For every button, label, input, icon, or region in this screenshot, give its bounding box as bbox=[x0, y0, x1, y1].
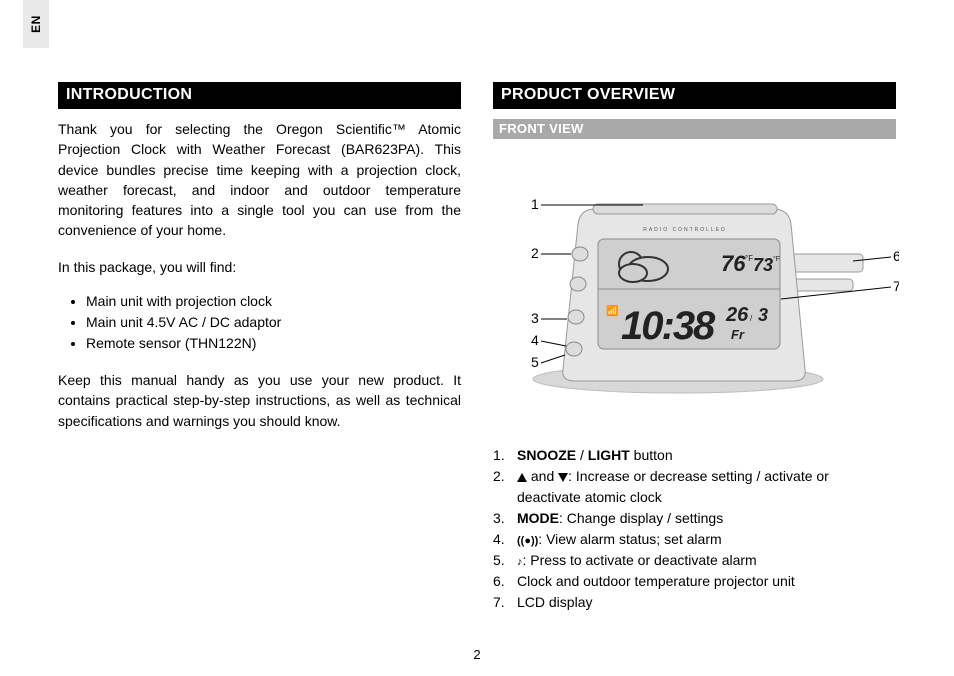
callout-label: 4 bbox=[531, 332, 539, 348]
item-text: and : Increase or decrease setting / act… bbox=[517, 466, 896, 508]
side-button bbox=[566, 342, 582, 356]
list-item: Remote sensor (THN122N) bbox=[86, 333, 461, 354]
overview-header: PRODUCT OVERVIEW bbox=[493, 82, 896, 109]
temp-unit-icon: °F bbox=[773, 255, 780, 263]
item-text: Clock and outdoor temperature projector … bbox=[517, 571, 896, 592]
list-item: 3. MODE: Change display / settings bbox=[493, 508, 896, 529]
side-button bbox=[568, 310, 584, 324]
callout-label: 1 bbox=[531, 196, 539, 212]
product-diagram-svg: RADIO CONTROLLED 76 °F 73 °F 📶 bbox=[493, 149, 899, 439]
package-contents-list: Main unit with projection clock Main uni… bbox=[86, 291, 461, 354]
list-item: 5. ♪: Press to activate or deactivate al… bbox=[493, 550, 896, 571]
intro-header: INTRODUCTION bbox=[58, 82, 461, 109]
side-button bbox=[572, 247, 588, 261]
triangle-up-icon bbox=[517, 473, 527, 482]
list-item: 7. LCD display bbox=[493, 592, 896, 613]
lcd-time: 10:38 bbox=[621, 304, 716, 348]
right-column: PRODUCT OVERVIEW FRONT VIEW RADIO CONTRO… bbox=[493, 82, 896, 646]
front-view-subheader: FRONT VIEW bbox=[493, 119, 896, 139]
item-text: LCD display bbox=[517, 592, 896, 613]
lcd-day: Fr bbox=[731, 327, 745, 342]
item-text: ((●)): View alarm status; set alarm bbox=[517, 529, 896, 550]
side-button bbox=[570, 277, 586, 291]
list-item: 6. Clock and outdoor temperature project… bbox=[493, 571, 896, 592]
page-number: 2 bbox=[0, 647, 954, 662]
language-label: EN bbox=[29, 15, 43, 33]
lcd-date: 26 bbox=[725, 304, 749, 326]
item-number: 5. bbox=[493, 550, 517, 571]
lcd-temp-indoor: 76 bbox=[721, 251, 746, 276]
intro-paragraph-3: Keep this manual handy as you use your n… bbox=[58, 370, 461, 431]
callout-label: 5 bbox=[531, 354, 539, 370]
lcd-temp-outdoor: 73 bbox=[753, 255, 773, 275]
item-number: 4. bbox=[493, 529, 517, 550]
item-number: 7. bbox=[493, 592, 517, 613]
item-number: 6. bbox=[493, 571, 517, 592]
list-item: 2. and : Increase or decrease setting / … bbox=[493, 466, 896, 508]
list-item: 4. ((●)): View alarm status; set alarm bbox=[493, 529, 896, 550]
signal-icon: 📶 bbox=[606, 304, 618, 317]
callout-label: 3 bbox=[531, 310, 539, 326]
item-text: ♪: Press to activate or deactivate alarm bbox=[517, 550, 896, 571]
callout-label: 2 bbox=[531, 245, 539, 261]
callout-label: 6 bbox=[893, 248, 899, 264]
temp-unit-icon: °F bbox=[745, 254, 753, 263]
product-diagram: RADIO CONTROLLED 76 °F 73 °F 📶 bbox=[493, 149, 896, 439]
item-text: SNOOZE / LIGHT button bbox=[517, 445, 896, 466]
item-number: 2. bbox=[493, 466, 517, 508]
feature-list: 1. SNOOZE / LIGHT button 2. and : Increa… bbox=[493, 445, 896, 613]
item-number: 3. bbox=[493, 508, 517, 529]
left-column: INTRODUCTION Thank you for selecting the… bbox=[58, 82, 461, 646]
list-item: Main unit with projection clock bbox=[86, 291, 461, 312]
bold-label: LIGHT bbox=[588, 447, 630, 463]
alarm-wave-icon: ((●)) bbox=[517, 535, 538, 547]
lcd-extra: 3 bbox=[758, 305, 768, 325]
manual-page: EN INTRODUCTION Thank you for selecting … bbox=[0, 0, 954, 676]
item-number: 1. bbox=[493, 445, 517, 466]
list-item: Main unit 4.5V AC / DC adaptor bbox=[86, 312, 461, 333]
intro-paragraph-1: Thank you for selecting the Oregon Scien… bbox=[58, 119, 461, 241]
language-tab: EN bbox=[23, 0, 49, 48]
callout-label: 7 bbox=[893, 278, 899, 294]
brand-text: RADIO CONTROLLED bbox=[643, 227, 726, 233]
bold-label: MODE bbox=[517, 510, 559, 526]
item-text: MODE: Change display / settings bbox=[517, 508, 896, 529]
list-item: 1. SNOOZE / LIGHT button bbox=[493, 445, 896, 466]
bold-label: SNOOZE bbox=[517, 447, 576, 463]
content-columns: INTRODUCTION Thank you for selecting the… bbox=[58, 82, 896, 646]
intro-paragraph-2: In this package, you will find: bbox=[58, 257, 461, 277]
triangle-down-icon bbox=[558, 473, 568, 482]
